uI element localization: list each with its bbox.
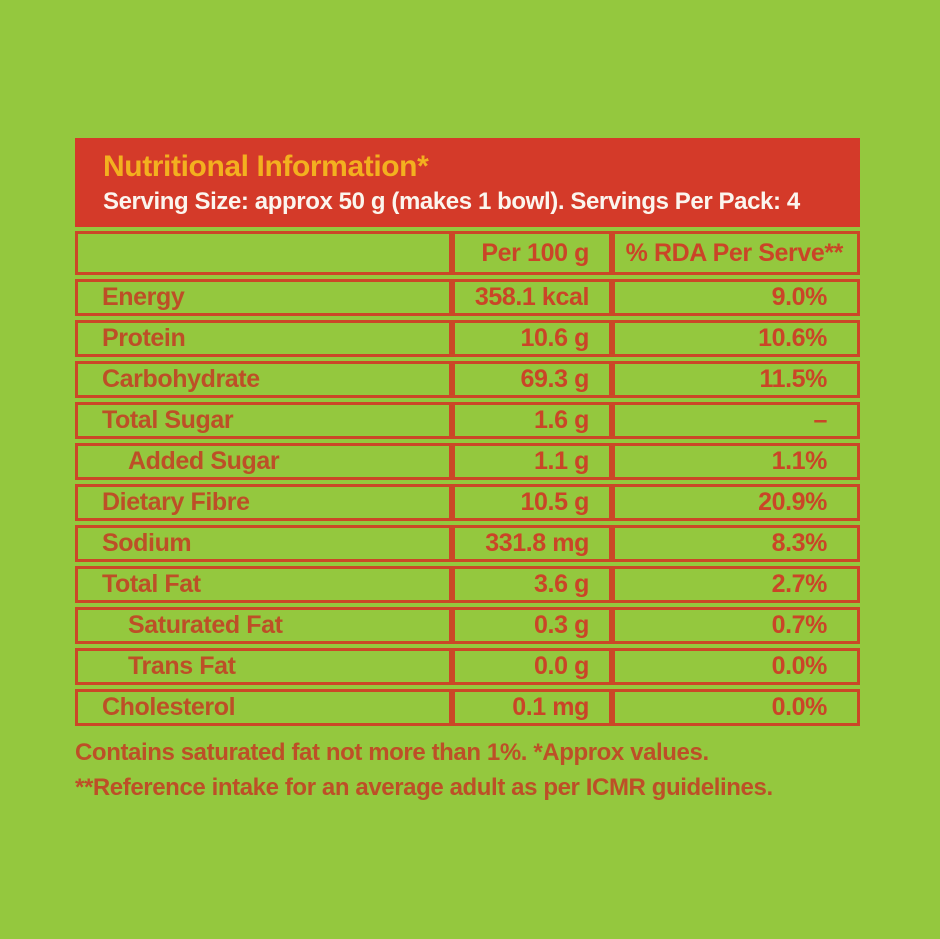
table-row-saturated-fat: Saturated Fat 0.3 g 0.7%	[75, 607, 860, 644]
per-100g-value: 0.3 g	[452, 607, 612, 644]
serving-info: Serving Size: approx 50 g (makes 1 bowl)…	[103, 188, 800, 215]
footnote-reference-intake: **Reference intake for an average adult …	[75, 774, 773, 801]
per-100g-value: 0.0 g	[452, 648, 612, 685]
table-row-total-fat: Total Fat 3.6 g 2.7%	[75, 566, 860, 603]
per-100g-value: 1.6 g	[452, 402, 612, 439]
column-header-nutrient	[75, 231, 452, 275]
column-header-rda-per-serve: % RDA Per Serve**	[612, 231, 860, 275]
table-row-sodium: Sodium 331.8 mg 8.3%	[75, 525, 860, 562]
rda-value: 8.3%	[612, 525, 860, 562]
nutrient-name: Added Sugar	[75, 443, 452, 480]
rda-value: 1.1%	[612, 443, 860, 480]
per-100g-value: 10.6 g	[452, 320, 612, 357]
table-row-added-sugar: Added Sugar 1.1 g 1.1%	[75, 443, 860, 480]
rda-value: 0.0%	[612, 648, 860, 685]
nutrient-name: Carbohydrate	[75, 361, 452, 398]
table-row-dietary-fibre: Dietary Fibre 10.5 g 20.9%	[75, 484, 860, 521]
nutrition-table: Per 100 g % RDA Per Serve** Energy 358.1…	[75, 227, 860, 730]
rda-value: 2.7%	[612, 566, 860, 603]
footnotes: Contains saturated fat not more than 1%.…	[75, 735, 860, 805]
rda-value: 0.0%	[612, 689, 860, 726]
table-row-protein: Protein 10.6 g 10.6%	[75, 320, 860, 357]
per-100g-value: 69.3 g	[452, 361, 612, 398]
rda-value: 0.7%	[612, 607, 860, 644]
nutrient-name: Protein	[75, 320, 452, 357]
rda-value: 10.6%	[612, 320, 860, 357]
table-row-energy: Energy 358.1 kcal 9.0%	[75, 279, 860, 316]
per-100g-value: 10.5 g	[452, 484, 612, 521]
per-100g-value: 3.6 g	[452, 566, 612, 603]
table-row-trans-fat: Trans Fat 0.0 g 0.0%	[75, 648, 860, 685]
table-row-carbohydrate: Carbohydrate 69.3 g 11.5%	[75, 361, 860, 398]
nutrient-name: Trans Fat	[75, 648, 452, 685]
nutrient-name: Dietary Fibre	[75, 484, 452, 521]
nutrient-name: Total Fat	[75, 566, 452, 603]
nutrition-label-panel: Nutritional Information* Serving Size: a…	[75, 138, 860, 805]
nutrient-name: Energy	[75, 279, 452, 316]
label-title: Nutritional Information*	[103, 150, 429, 183]
nutrient-name: Total Sugar	[75, 402, 452, 439]
per-100g-value: 1.1 g	[452, 443, 612, 480]
table-row-cholesterol: Cholesterol 0.1 mg 0.0%	[75, 689, 860, 726]
nutrient-name: Cholesterol	[75, 689, 452, 726]
label-header: Nutritional Information* Serving Size: a…	[75, 138, 860, 227]
footnote-saturated-fat: Contains saturated fat not more than 1%.…	[75, 739, 709, 766]
rda-value: 9.0%	[612, 279, 860, 316]
table-header-row: Per 100 g % RDA Per Serve**	[75, 231, 860, 275]
nutrient-name: Sodium	[75, 525, 452, 562]
nutrient-name: Saturated Fat	[75, 607, 452, 644]
rda-value: –	[612, 402, 860, 439]
per-100g-value: 0.1 mg	[452, 689, 612, 726]
rda-value: 20.9%	[612, 484, 860, 521]
per-100g-value: 331.8 mg	[452, 525, 612, 562]
table-row-total-sugar: Total Sugar 1.6 g –	[75, 402, 860, 439]
rda-value: 11.5%	[612, 361, 860, 398]
per-100g-value: 358.1 kcal	[452, 279, 612, 316]
column-header-per-100g: Per 100 g	[452, 231, 612, 275]
